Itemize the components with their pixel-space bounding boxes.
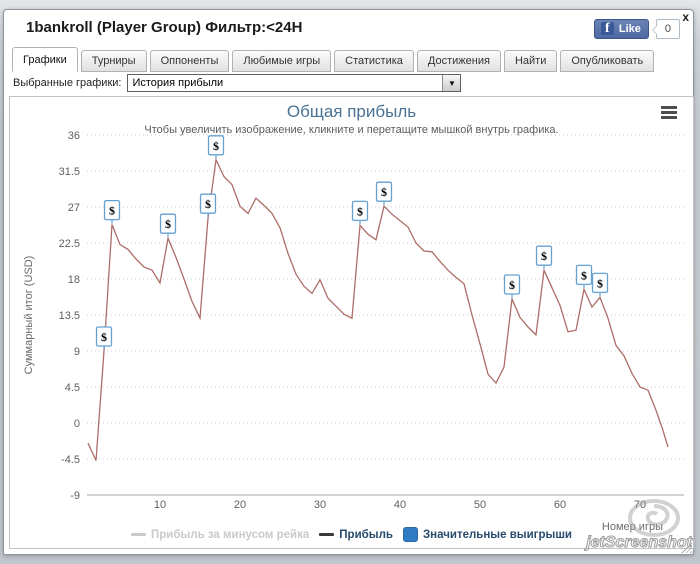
significant-win-flag — [95, 326, 113, 347]
y-tick-label: -4.5 — [61, 454, 80, 466]
profit-line — [87, 157, 669, 461]
tab-3[interactable]: Любимые игры — [232, 50, 332, 72]
chart-legend: Прибыль за минусом рейка Прибыль Значитель… — [10, 527, 693, 542]
significant-win-flag — [375, 181, 393, 202]
x-tick-label: 40 — [394, 499, 406, 511]
dollar-icon: $ — [541, 249, 547, 263]
legend-line-swatch — [131, 533, 147, 536]
y-tick-label: -9 — [70, 490, 80, 502]
legend-item-1[interactable]: Прибыль — [319, 529, 393, 541]
tab-5[interactable]: Достижения — [416, 50, 501, 72]
profit-chart-svg: 36 31.5 27 22.5 18 13.5 9 4.5 0 -4.5 -9 10 20 30 40 50 6… — [23, 130, 684, 533]
dollar-icon: $ — [109, 204, 115, 218]
legend-label: Прибыль за минусом рейка — [151, 528, 310, 541]
dollar-icon: $ — [357, 204, 363, 218]
legend-item-0[interactable]: Прибыль за минусом рейка — [131, 529, 309, 541]
x-tick-label: 20 — [234, 499, 246, 511]
graph-type-select[interactable]: История прибыли ▼ — [127, 74, 462, 92]
tab-7[interactable]: Опубликовать — [560, 50, 655, 72]
legend-square-swatch — [402, 527, 418, 542]
chart-panel: Общая прибыль Чтобы увеличить изображени… — [9, 96, 694, 549]
significant-win-flag — [591, 272, 609, 294]
tab-bar: Графики Турниры Оппоненты Любимые игры Стати… — [12, 47, 655, 72]
significant-win-flag — [351, 200, 369, 222]
dialog-title: 1bankroll (Player Group) Фильтр:<24H — [26, 19, 303, 36]
x-tick-label: 10 — [154, 499, 166, 511]
y-tick-label: 36 — [68, 130, 80, 142]
facebook-like-button[interactable]: f Like — [593, 19, 649, 39]
significant-win-flag — [159, 213, 177, 234]
facebook-like-label: Like — [618, 22, 641, 35]
dollar-icon: $ — [101, 330, 107, 344]
tab-4[interactable]: Статистика — [334, 50, 414, 72]
y-tick-label: 0 — [74, 418, 80, 430]
significant-win-flag — [207, 135, 225, 156]
significant-win-flag — [103, 199, 121, 221]
y-tick-label: 18 — [68, 274, 80, 286]
legend-label: Значительные выигрыши — [422, 528, 572, 541]
x-tick-label: 60 — [554, 499, 566, 511]
y-axis-title: Суммарный итог (USD) — [23, 256, 35, 375]
legend-item-2[interactable]: Значительные выигрыши — [402, 527, 572, 542]
y-tick-label: 22.5 — [59, 238, 80, 250]
graph-select-row: Выбранные графики: История прибыли ▼ — [13, 74, 462, 92]
tab-6[interactable]: Найти — [503, 50, 558, 72]
hamburger-icon[interactable] — [661, 106, 677, 121]
facebook-like-count[interactable]: 0 — [651, 19, 680, 39]
graph-select-label: Выбранные графики: — [13, 77, 122, 89]
dollar-icon: $ — [165, 217, 171, 231]
significant-win-flag — [503, 274, 521, 295]
y-tick-label: 31.5 — [59, 166, 80, 178]
x-tick-label: 50 — [474, 499, 486, 511]
x-axis-title: Номер игры — [602, 521, 663, 533]
tab-1[interactable]: Турниры — [80, 50, 147, 72]
significant-win-flag — [199, 193, 217, 214]
tab-2[interactable]: Оппоненты — [149, 50, 230, 72]
dollar-icon: $ — [581, 268, 587, 282]
resize-grip[interactable] — [681, 542, 692, 553]
graph-type-selected-value: История прибыли — [132, 77, 224, 89]
significant-win-flag — [575, 264, 593, 286]
x-tick-label: 30 — [314, 499, 326, 511]
dollar-icon: $ — [509, 278, 515, 292]
legend-line-swatch — [319, 533, 335, 536]
dollar-icon: $ — [213, 139, 219, 153]
dollar-icon: $ — [597, 276, 603, 290]
chevron-down-icon[interactable]: ▼ — [442, 75, 461, 91]
significant-win-flag — [535, 245, 553, 266]
legend-label: Прибыль — [339, 528, 393, 541]
y-tick-label: 9 — [74, 346, 80, 358]
x-tick-label: 70 — [634, 499, 646, 511]
y-tick-label: 27 — [68, 202, 80, 214]
facebook-widget: f Like 0 — [593, 19, 680, 39]
player-stats-dialog: x 1bankroll (Player Group) Фильтр:<24H f… — [3, 9, 694, 555]
y-tick-label: 4.5 — [65, 382, 80, 394]
close-icon[interactable]: x — [682, 10, 689, 24]
dollar-icon: $ — [381, 185, 387, 199]
dollar-icon: $ — [205, 197, 211, 211]
y-tick-label: 13.5 — [59, 310, 80, 322]
facebook-f-icon: f — [600, 21, 614, 36]
tab-0-active[interactable]: Графики — [12, 47, 78, 72]
